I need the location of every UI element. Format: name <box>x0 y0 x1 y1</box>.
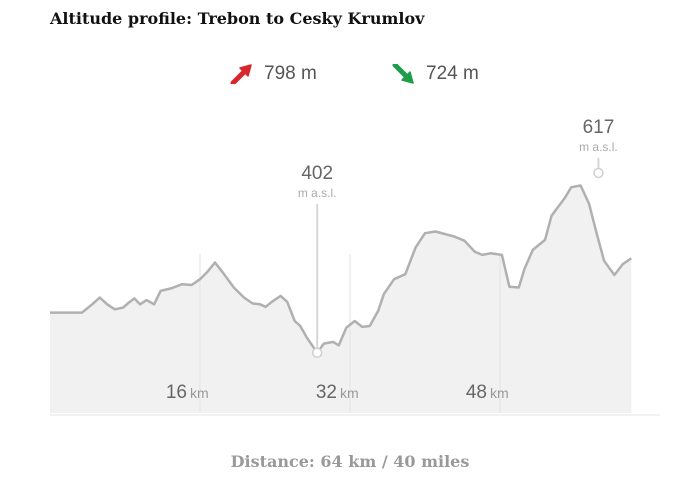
x-tick-label: 32 <box>316 382 337 403</box>
x-tick-unit: km <box>340 385 359 401</box>
arrow-up-right-icon <box>230 64 252 84</box>
annotation-value: 402 <box>301 163 333 184</box>
annotation-value: 617 <box>583 117 615 138</box>
x-tick-unit: km <box>490 385 509 401</box>
x-tick-label: 48 <box>466 382 487 403</box>
annotation-marker <box>311 347 323 359</box>
altitude-line <box>50 184 633 355</box>
annotation-unit: m a.s.l. <box>298 186 337 200</box>
altitude-area <box>50 185 632 413</box>
arrow-down-right-icon <box>392 64 414 84</box>
annotation-unit: m a.s.l. <box>579 140 618 154</box>
page-title: Altitude profile: Trebon to Cesky Krumlo… <box>50 9 425 28</box>
total-ascent-value: 798 m <box>264 63 317 84</box>
x-tick-unit: km <box>190 385 209 401</box>
x-tick-label: 16 <box>166 382 187 403</box>
annotation-marker <box>593 167 604 179</box>
total-descent-value: 724 m <box>426 63 479 84</box>
total-ascent-stat: 798 m <box>230 63 317 85</box>
distance-summary: Distance: 64 km / 40 miles <box>230 452 470 471</box>
total-descent-stat: 724 m <box>392 63 479 85</box>
